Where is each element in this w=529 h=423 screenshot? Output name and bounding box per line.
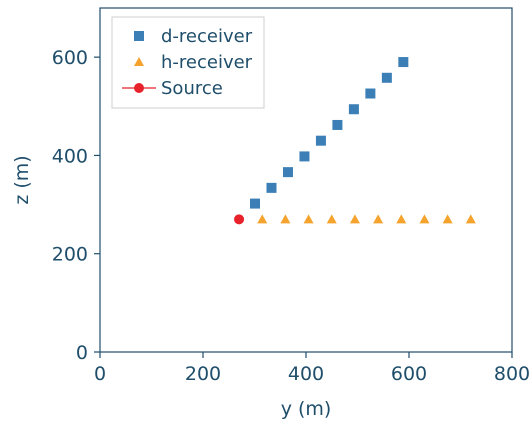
source-point — [234, 214, 245, 225]
legend-label-1: h-receiver — [161, 52, 253, 73]
x-tick-label: 800 — [494, 363, 529, 385]
legend-marker-1 — [134, 57, 144, 66]
h-receiver-point — [257, 214, 268, 224]
h-receiver-point — [280, 214, 291, 224]
x-axis-label: y (m) — [281, 398, 332, 420]
series-h-receiver — [257, 214, 476, 224]
y-tick-label: 200 — [52, 244, 88, 266]
x-axis-ticks: 0 200 400 600 800 — [94, 352, 529, 385]
y-tick-label: 600 — [52, 47, 88, 69]
d-receiver-point — [282, 167, 293, 178]
h-receiver-point — [465, 214, 476, 224]
h-receiver-point — [442, 214, 453, 224]
legend: d-receiver h-receiver Source — [111, 16, 265, 109]
legend-box — [111, 16, 265, 109]
d-receiver-point — [332, 119, 343, 130]
legend-marker-0 — [134, 31, 144, 41]
d-receiver-point — [250, 198, 261, 209]
y-tick-label: 400 — [52, 145, 88, 167]
legend-label-0: d-receiver — [161, 26, 253, 47]
x-tick-label: 0 — [94, 363, 106, 385]
d-receiver-point — [315, 135, 326, 146]
series-d-receiver — [250, 57, 409, 209]
h-receiver-point — [303, 214, 314, 224]
x-tick-label: 400 — [288, 363, 324, 385]
d-receiver-point — [398, 57, 409, 68]
legend-label-2: Source — [161, 78, 223, 99]
d-receiver-point — [299, 151, 310, 162]
y-axis-ticks: 0 200 400 600 — [52, 47, 100, 364]
h-receiver-point — [326, 214, 337, 224]
h-receiver-point — [396, 214, 407, 224]
data-marks — [234, 57, 476, 225]
d-receiver-point — [365, 88, 376, 99]
y-tick-label: 0 — [76, 342, 88, 364]
y-axis-label: z (m) — [11, 155, 33, 204]
d-receiver-point — [266, 182, 277, 193]
h-receiver-point — [373, 214, 384, 224]
d-receiver-point — [348, 104, 359, 115]
h-receiver-point — [419, 214, 430, 224]
legend-marker-2 — [134, 83, 144, 93]
x-tick-label: 200 — [185, 363, 221, 385]
x-tick-label: 600 — [391, 363, 427, 385]
h-receiver-point — [349, 214, 360, 224]
series-source — [234, 214, 245, 225]
d-receiver-point — [381, 72, 392, 83]
